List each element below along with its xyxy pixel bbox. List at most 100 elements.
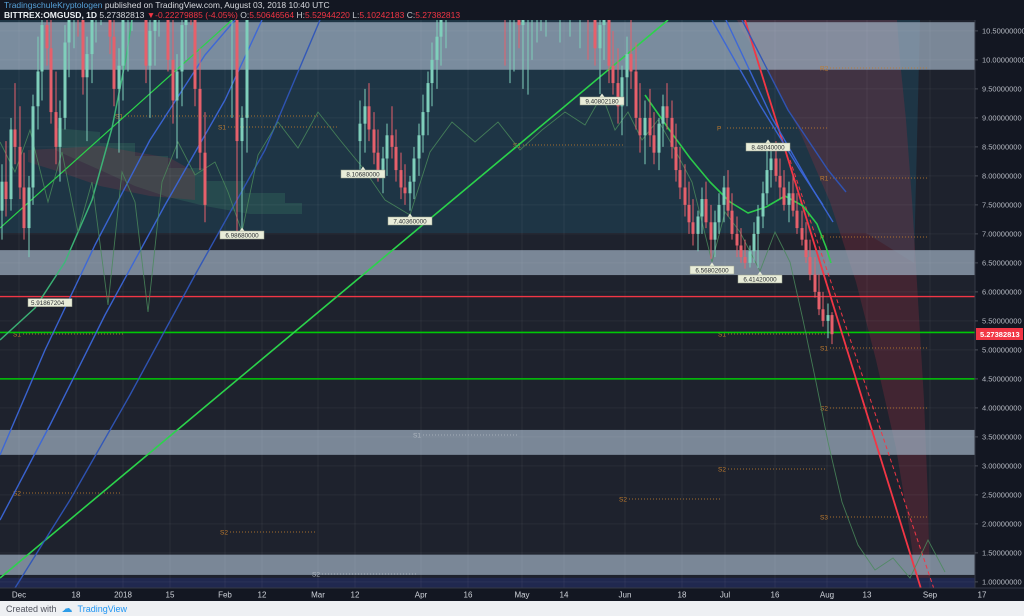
candle-body[interactable] <box>240 117 244 142</box>
candle-body[interactable] <box>687 204 691 223</box>
plot-background[interactable] <box>0 20 975 588</box>
trendline[interactable] <box>789 159 935 592</box>
candle-body[interactable] <box>761 193 765 217</box>
candle-body[interactable] <box>735 233 739 246</box>
candle-body[interactable] <box>670 117 674 147</box>
candle-body[interactable] <box>643 117 647 136</box>
candle-body[interactable] <box>634 71 638 118</box>
candle-body[interactable] <box>399 170 403 188</box>
candle-body[interactable] <box>657 123 661 153</box>
candle-body[interactable] <box>31 106 35 188</box>
candle-body[interactable] <box>180 25 184 72</box>
candle-body[interactable] <box>117 65 121 89</box>
price-axis-pane[interactable] <box>975 20 1024 588</box>
candle-body[interactable] <box>743 257 747 263</box>
candle-body[interactable] <box>674 146 678 171</box>
candle-body[interactable] <box>408 181 412 194</box>
candle-body[interactable] <box>390 135 394 147</box>
candle-body[interactable] <box>598 25 602 49</box>
candle-body[interactable] <box>717 204 721 223</box>
candle-body[interactable] <box>18 146 22 188</box>
candle-body[interactable] <box>791 193 795 211</box>
candle-body[interactable] <box>700 199 704 217</box>
candle-body[interactable] <box>722 187 726 205</box>
candle-body[interactable] <box>830 315 834 335</box>
candle-body[interactable] <box>808 257 812 275</box>
candle-body[interactable] <box>203 152 207 205</box>
candle-body[interactable] <box>795 210 799 229</box>
candle-body[interactable] <box>730 210 734 234</box>
trendline[interactable] <box>744 20 922 592</box>
candle-body[interactable] <box>412 158 416 182</box>
candle-body[interactable] <box>652 135 656 153</box>
current-price-tag[interactable] <box>976 327 1023 340</box>
candle-body[interactable] <box>800 228 804 240</box>
candle-body[interactable] <box>439 13 443 37</box>
candle-body[interactable] <box>607 2 611 66</box>
candle-body[interactable] <box>665 106 669 118</box>
candle-body[interactable] <box>175 71 179 101</box>
candle-body[interactable] <box>4 181 8 200</box>
candle-body[interactable] <box>403 187 407 194</box>
plot-group[interactable]: S1S1S1PR2R1PS1S1S1S2S2S2S2S2S3S1S25.9186… <box>0 0 982 592</box>
candle-body[interactable] <box>40 25 44 72</box>
candle-body[interactable] <box>235 0 239 142</box>
candle-body[interactable] <box>748 251 752 263</box>
candle-body[interactable] <box>372 129 376 153</box>
trendline[interactable] <box>0 20 669 579</box>
candle-body[interactable] <box>739 245 743 258</box>
candle-body[interactable] <box>49 48 53 113</box>
candle-body[interactable] <box>625 54 629 78</box>
candle-body[interactable] <box>184 0 188 26</box>
candle-body[interactable] <box>385 135 389 159</box>
candle-body[interactable] <box>620 77 624 107</box>
candle-body[interactable] <box>804 239 808 258</box>
candle-body[interactable] <box>787 193 791 205</box>
author-link[interactable]: TradingschuleKryptologen <box>4 0 103 10</box>
candle-body[interactable] <box>778 175 782 188</box>
chart-area[interactable]: S1S1S1PR2R1PS1S1S1S2S2S2S2S2S3S1S25.9186… <box>0 0 1024 601</box>
candle-body[interactable] <box>108 0 112 37</box>
candle-body[interactable] <box>629 54 633 72</box>
candle-body[interactable] <box>367 106 371 130</box>
candle-body[interactable] <box>817 291 821 310</box>
candle-body[interactable] <box>602 2 606 26</box>
candle-body[interactable] <box>426 83 430 113</box>
candle-body[interactable] <box>521 13 525 26</box>
candle-body[interactable] <box>678 170 682 188</box>
candle-body[interactable] <box>381 158 385 176</box>
candle-body[interactable] <box>421 112 425 136</box>
candle-body[interactable] <box>148 30 152 66</box>
candle-body[interactable] <box>713 222 717 240</box>
symbol-label[interactable]: BITTREX:OMGUSD, 1D <box>4 9 98 20</box>
candle-body[interactable] <box>782 187 786 205</box>
candle-body[interactable] <box>54 112 58 147</box>
price-chart-canvas[interactable]: S1S1S1PR2R1PS1S1S1S2S2S2S2S2S3S1S25.9186… <box>0 0 1024 601</box>
candle-body[interactable] <box>85 54 89 78</box>
candle-body[interactable] <box>752 233 756 252</box>
candle-body[interactable] <box>81 13 85 78</box>
candle-body[interactable] <box>813 274 817 292</box>
candle-body[interactable] <box>13 129 17 147</box>
candle-body[interactable] <box>153 0 157 31</box>
candle-body[interactable] <box>661 106 665 124</box>
candle-body[interactable] <box>63 42 67 118</box>
candle-body[interactable] <box>593 0 597 49</box>
candle-body[interactable] <box>45 25 49 49</box>
candle-body[interactable] <box>112 36 116 89</box>
candle-body[interactable] <box>691 222 695 234</box>
time-axis-pane[interactable] <box>0 588 1024 601</box>
candle-body[interactable] <box>696 216 700 234</box>
candle-body[interactable] <box>709 222 713 240</box>
candle-body[interactable] <box>166 0 170 60</box>
candle-body[interactable] <box>638 117 642 136</box>
candle-body[interactable] <box>0 181 4 211</box>
candle-body[interactable] <box>435 36 439 60</box>
tradingview-brand-link[interactable]: TradingView <box>77 603 128 614</box>
candle-body[interactable] <box>376 152 380 176</box>
candle-body[interactable] <box>704 199 708 223</box>
candle-body[interactable] <box>9 129 13 200</box>
candle-body[interactable] <box>358 123 362 142</box>
candle-body[interactable] <box>821 309 825 321</box>
candle-body[interactable] <box>726 187 730 211</box>
